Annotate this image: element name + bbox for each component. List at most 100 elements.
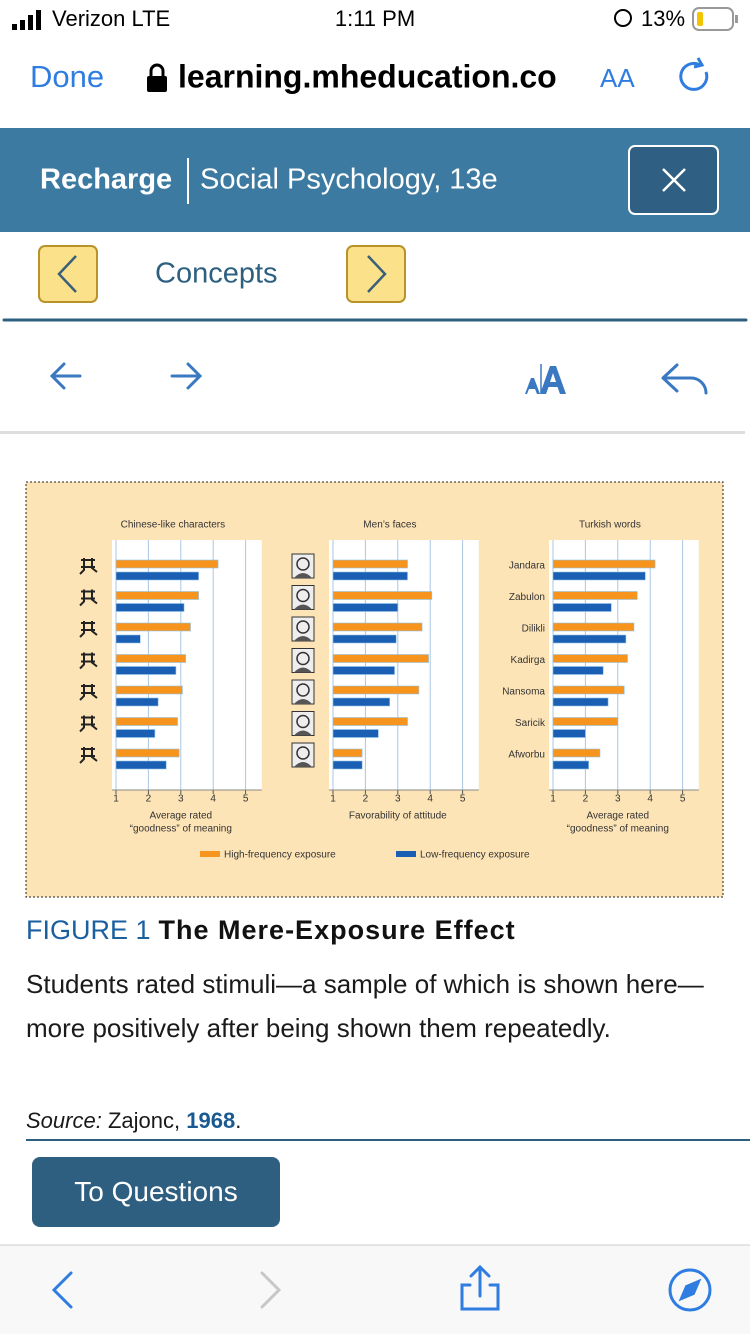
bar — [332, 634, 397, 644]
face-icon — [294, 573, 312, 578]
bar — [332, 685, 420, 695]
face-icon — [296, 620, 310, 634]
x-tick-label: 1 — [113, 794, 119, 805]
reload-button[interactable] — [679, 57, 709, 91]
x-tick-label: 1 — [330, 794, 336, 805]
bar — [332, 748, 363, 758]
face-icon — [296, 588, 310, 603]
figure-charts: Chinese-like characters 1 2 3 4 5 Average rate… — [79, 520, 699, 861]
bar — [332, 729, 379, 738]
bar — [332, 717, 408, 726]
battery-percent: 13% — [641, 6, 685, 31]
to-questions-button[interactable]: To Questions — [32, 1157, 280, 1227]
url[interactable]: learning.mheducation.co — [178, 58, 557, 94]
close-button[interactable] — [628, 145, 719, 215]
figure-caption-title: FIGURE 1 The Mere-Exposure Effect — [26, 915, 516, 945]
carrier: Verizon LTE — [52, 6, 170, 31]
source-end: . — [235, 1108, 242, 1133]
glyph-icon — [79, 589, 98, 607]
legend-swatch — [200, 851, 220, 857]
battery-icon — [692, 7, 738, 31]
x-tick-label: 4 — [427, 794, 433, 805]
bar — [115, 666, 177, 675]
bar — [552, 717, 619, 726]
caption-text: Students rated stimuli—a sample of which… — [26, 969, 704, 1043]
brand: Recharge — [40, 164, 172, 196]
x-tick-label: 5 — [680, 794, 686, 805]
x-tick-label: 3 — [178, 794, 184, 805]
lock-rotation-icon — [614, 9, 632, 27]
bar — [552, 654, 628, 663]
bar — [115, 697, 159, 707]
x-tick-label: 4 — [210, 794, 216, 805]
text-size-button[interactable]: AA — [600, 63, 635, 93]
face-icon — [294, 762, 312, 767]
source-year[interactable]: 1968 — [186, 1108, 236, 1133]
panel-title: Turkish words — [579, 520, 641, 531]
glyph-icon — [79, 621, 98, 638]
back-arrow[interactable] — [49, 362, 82, 390]
prev-concept-button[interactable] — [38, 245, 98, 303]
glyph-icon — [79, 558, 98, 575]
glyph-icon — [79, 684, 98, 701]
section-title: Concepts — [155, 258, 278, 290]
bar — [115, 717, 178, 726]
figure-title: The Mere-Exposure Effect — [159, 915, 516, 945]
bar — [552, 666, 604, 675]
url-fade — [574, 52, 600, 102]
face-icon — [296, 557, 310, 571]
bar — [115, 760, 167, 770]
x-tick-label: 2 — [146, 794, 152, 805]
x-axis-label: Average rated — [586, 811, 649, 822]
bar — [552, 760, 589, 770]
face-icon — [296, 683, 310, 697]
plot-area — [112, 540, 262, 790]
clock: 1:11 PM — [335, 6, 415, 31]
safari-button[interactable] — [668, 1268, 712, 1312]
done-button[interactable]: Done — [30, 59, 104, 94]
return-button[interactable] — [661, 363, 708, 395]
browser-back[interactable] — [51, 1271, 73, 1309]
content-clip-edge — [0, 431, 745, 434]
x-axis-label: “goodness” of meaning — [130, 824, 232, 835]
font-size-button[interactable] — [525, 364, 566, 394]
glyph-icon — [79, 715, 98, 733]
x-axis-label: Average rated — [149, 811, 212, 822]
bar — [332, 591, 433, 600]
bar — [552, 697, 609, 707]
x-tick-label: 2 — [583, 794, 589, 805]
legend-label: Low-frequency exposure — [420, 850, 530, 861]
bar — [552, 571, 646, 581]
share-button[interactable] — [460, 1264, 500, 1311]
header-bar — [0, 128, 750, 232]
panel-title: Men’s faces — [363, 520, 416, 531]
legend-label: High-frequency exposure — [224, 850, 336, 861]
source-author: Zajonc, — [107, 1108, 181, 1133]
plot-area — [549, 540, 699, 790]
x-tick-label: 4 — [647, 794, 653, 805]
face-icon — [296, 714, 310, 729]
bar — [115, 571, 199, 581]
category-label: Kadirga — [511, 655, 546, 666]
bar — [115, 748, 180, 758]
glyph-icon — [79, 652, 98, 670]
bar — [115, 729, 156, 738]
panel-title: Chinese-like characters — [121, 520, 226, 531]
face-icon — [294, 730, 312, 736]
figure-label: FIGURE 1 — [26, 915, 151, 945]
face-icon — [296, 651, 310, 666]
legend-swatch — [396, 851, 416, 857]
x-tick-label: 2 — [363, 794, 369, 805]
category-label: Afworbu — [508, 750, 545, 761]
x-axis-label: “goodness” of meaning — [567, 824, 669, 835]
face-icon — [294, 636, 312, 641]
face-icon — [294, 699, 312, 704]
bar — [552, 559, 656, 569]
forward-arrow[interactable] — [170, 362, 203, 390]
category-label: Nansoma — [502, 687, 545, 698]
next-concept-button[interactable] — [346, 245, 406, 303]
x-axis-label: Favorability of attitude — [349, 811, 447, 822]
bar — [115, 591, 199, 600]
